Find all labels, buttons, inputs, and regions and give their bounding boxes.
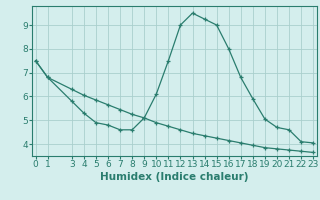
X-axis label: Humidex (Indice chaleur): Humidex (Indice chaleur) bbox=[100, 172, 249, 182]
